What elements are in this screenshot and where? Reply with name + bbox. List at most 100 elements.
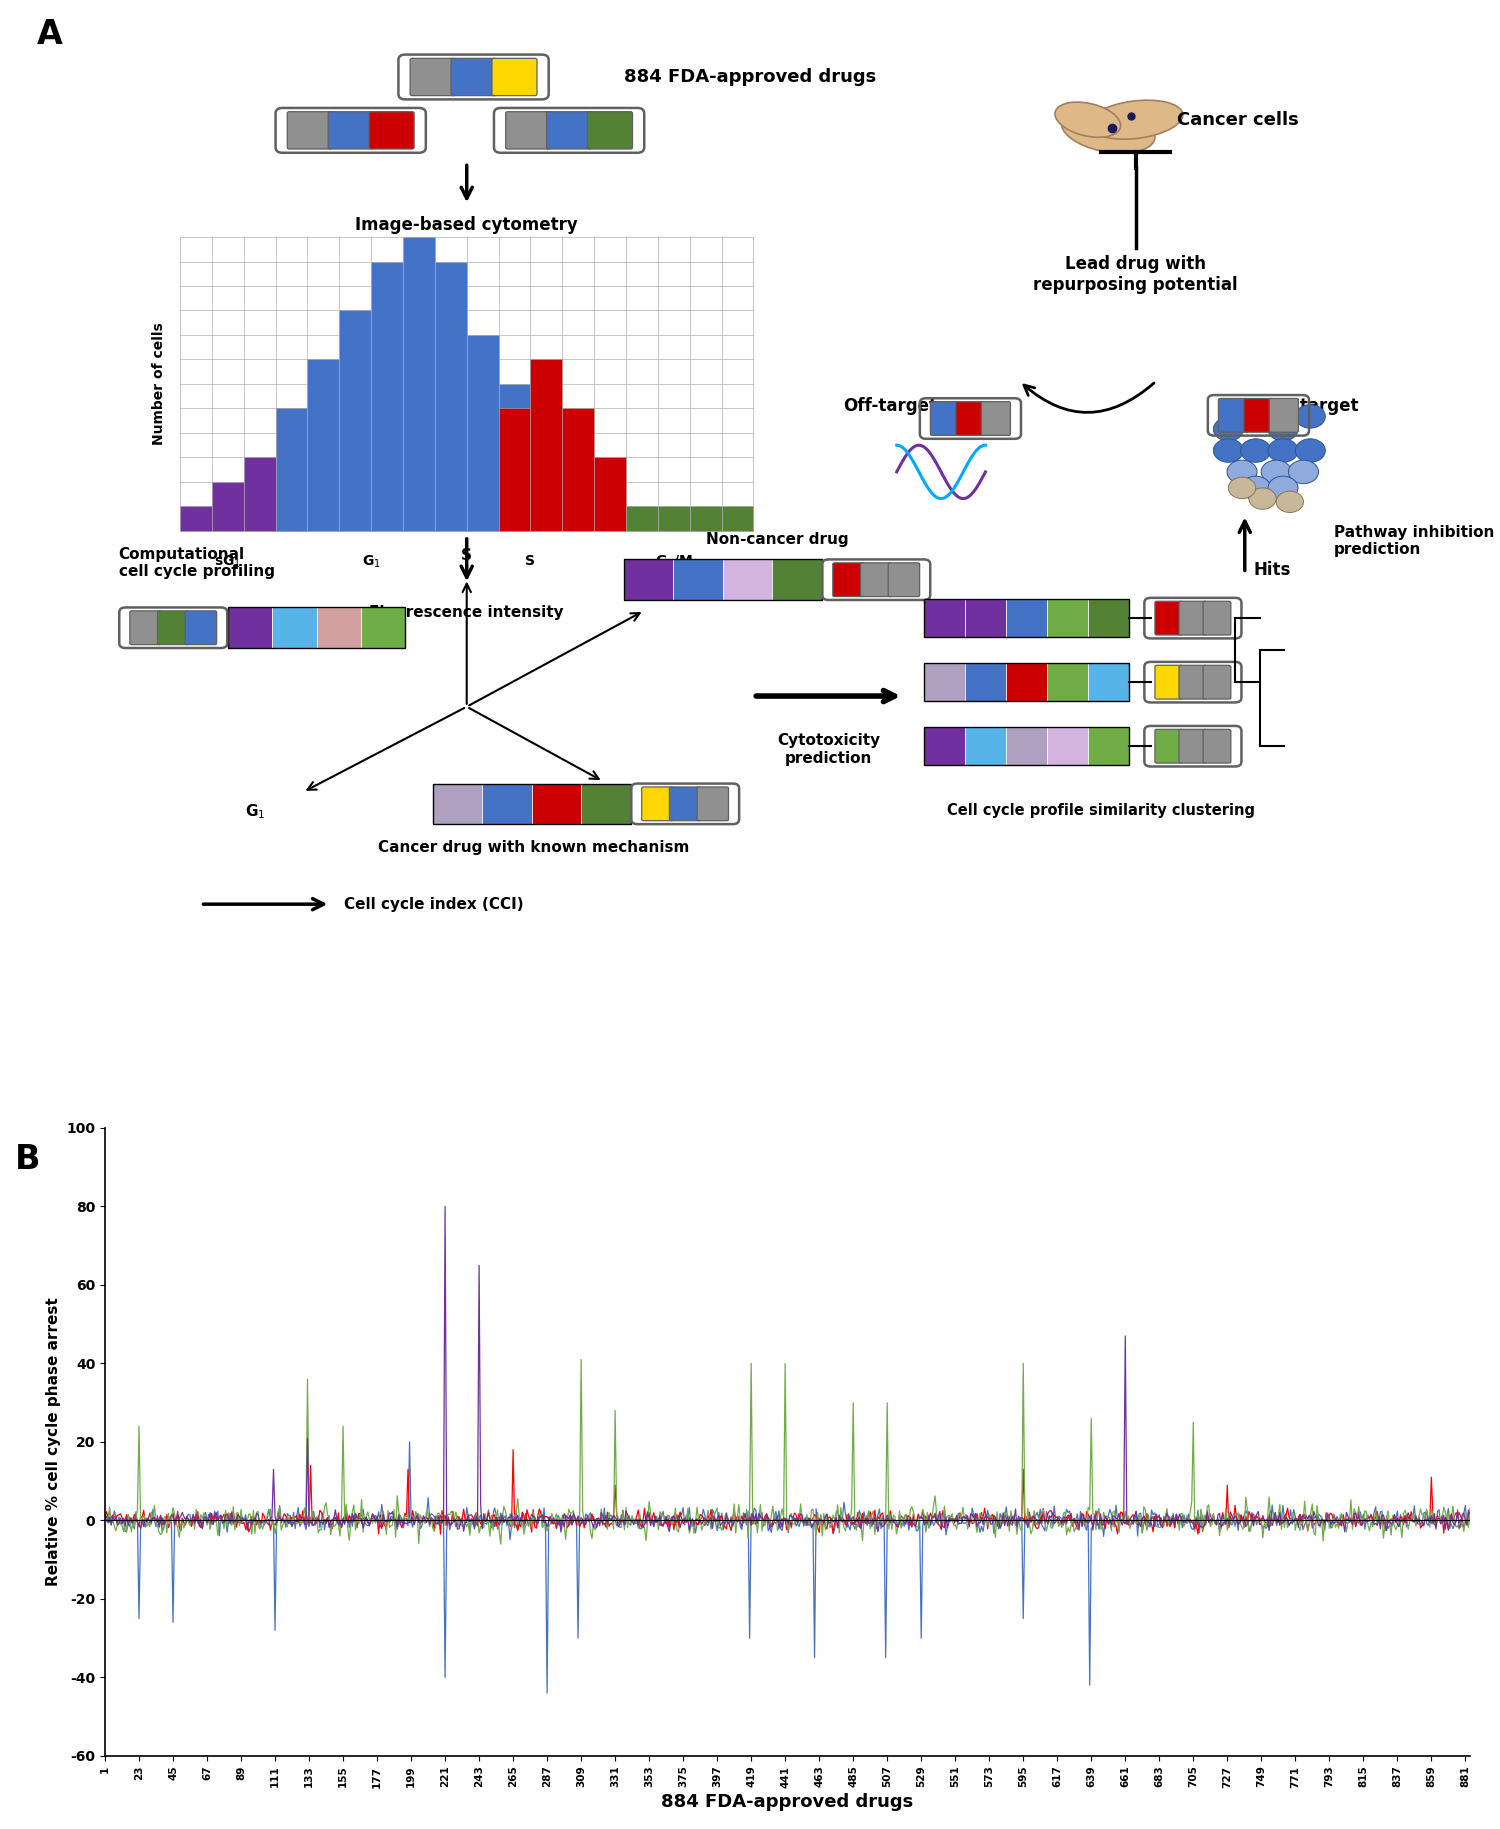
Ellipse shape (1062, 108, 1155, 154)
Bar (1047, 726, 1088, 765)
Bar (1047, 662, 1088, 701)
FancyBboxPatch shape (1203, 730, 1231, 763)
Bar (690, 507, 722, 530)
Line: RG1: RG1 (105, 1441, 1470, 1694)
RS (1434, 1522, 1452, 1544)
RsG1 (244, 1507, 262, 1529)
FancyBboxPatch shape (410, 59, 454, 95)
FancyBboxPatch shape (1269, 399, 1299, 432)
RG1 (1434, 1507, 1452, 1529)
Bar (370, 262, 404, 530)
FancyBboxPatch shape (1179, 666, 1208, 699)
Ellipse shape (1262, 461, 1292, 483)
RG2/M (1308, 1494, 1326, 1516)
Ellipse shape (1054, 102, 1120, 137)
RS (1461, 1511, 1479, 1533)
Text: sG$_1$: sG$_1$ (214, 554, 242, 571)
Bar (624, 560, 674, 600)
Bar (339, 311, 370, 530)
Text: Cell cycle profile similarity clustering: Cell cycle profile similarity clustering (948, 803, 1256, 818)
Ellipse shape (1240, 439, 1270, 463)
Text: S: S (460, 547, 472, 563)
FancyBboxPatch shape (930, 402, 960, 435)
Ellipse shape (1089, 101, 1184, 139)
RS (96, 1507, 114, 1529)
Bar (498, 384, 531, 530)
Bar (362, 607, 405, 647)
Ellipse shape (1288, 461, 1318, 483)
Text: Fluorescence intensity: Fluorescence intensity (369, 605, 564, 620)
Text: Cell cycle index (CCI): Cell cycle index (CCI) (344, 896, 524, 911)
Bar (624, 560, 822, 600)
Ellipse shape (1227, 461, 1257, 483)
Bar (924, 598, 1128, 636)
Ellipse shape (1214, 417, 1243, 441)
FancyBboxPatch shape (1179, 602, 1208, 635)
FancyBboxPatch shape (369, 112, 414, 148)
Ellipse shape (1240, 404, 1270, 428)
Ellipse shape (1250, 488, 1276, 508)
Bar (432, 783, 482, 825)
FancyBboxPatch shape (1203, 666, 1231, 699)
Bar (1088, 726, 1128, 765)
Bar (924, 662, 964, 701)
RsG1 (96, 1507, 114, 1529)
Bar (531, 358, 562, 530)
FancyBboxPatch shape (184, 611, 216, 644)
Ellipse shape (1268, 439, 1298, 463)
RG2/M (1461, 1498, 1479, 1520)
FancyBboxPatch shape (158, 611, 189, 644)
FancyBboxPatch shape (981, 402, 1011, 435)
Text: Cancer drug with known mechanism: Cancer drug with known mechanism (378, 840, 690, 856)
Bar (924, 598, 964, 636)
Bar (228, 607, 405, 647)
Bar (180, 507, 212, 530)
RS (1170, 1513, 1188, 1535)
RG1 (1172, 1507, 1190, 1529)
Bar (924, 662, 1128, 701)
FancyBboxPatch shape (546, 112, 591, 148)
Text: Image-based cytometry: Image-based cytometry (356, 216, 578, 234)
FancyBboxPatch shape (288, 112, 333, 148)
FancyBboxPatch shape (492, 59, 537, 95)
RsG1 (1308, 1507, 1326, 1529)
RG2/M (1416, 1509, 1434, 1531)
RS (1308, 1505, 1326, 1527)
Bar (1088, 662, 1128, 701)
Text: Computational
cell cycle profiling: Computational cell cycle profiling (118, 547, 274, 580)
Bar (531, 783, 580, 825)
Bar (722, 507, 753, 530)
Ellipse shape (1276, 492, 1304, 512)
FancyBboxPatch shape (833, 563, 864, 596)
Bar (435, 262, 466, 530)
Ellipse shape (1268, 476, 1298, 499)
Bar (626, 507, 658, 530)
Bar (244, 457, 276, 530)
RS (504, 1439, 522, 1461)
RsG1 (1172, 1507, 1190, 1529)
RG2/M (96, 1509, 114, 1531)
RG1 (1416, 1502, 1434, 1524)
RG1 (1270, 1513, 1288, 1535)
RG1 (1461, 1503, 1479, 1525)
RsG1 (1461, 1503, 1479, 1525)
FancyBboxPatch shape (642, 786, 674, 821)
FancyBboxPatch shape (956, 402, 986, 435)
FancyBboxPatch shape (1155, 602, 1182, 635)
FancyBboxPatch shape (1244, 399, 1274, 432)
FancyBboxPatch shape (452, 59, 497, 95)
RG1 (96, 1507, 114, 1529)
Text: Number of cells: Number of cells (153, 322, 166, 444)
RsG1 (1416, 1509, 1434, 1531)
FancyBboxPatch shape (1179, 730, 1208, 763)
Bar (228, 607, 272, 647)
Bar (1007, 662, 1047, 701)
RsG1 (552, 1522, 570, 1544)
RG2/M (1172, 1503, 1190, 1525)
RsG1 (1434, 1505, 1452, 1527)
Text: G$_1$: G$_1$ (244, 803, 266, 821)
Bar (211, 481, 244, 530)
RG2/M (1270, 1492, 1288, 1514)
Line: RS: RS (105, 1450, 1470, 1535)
Bar (272, 607, 316, 647)
